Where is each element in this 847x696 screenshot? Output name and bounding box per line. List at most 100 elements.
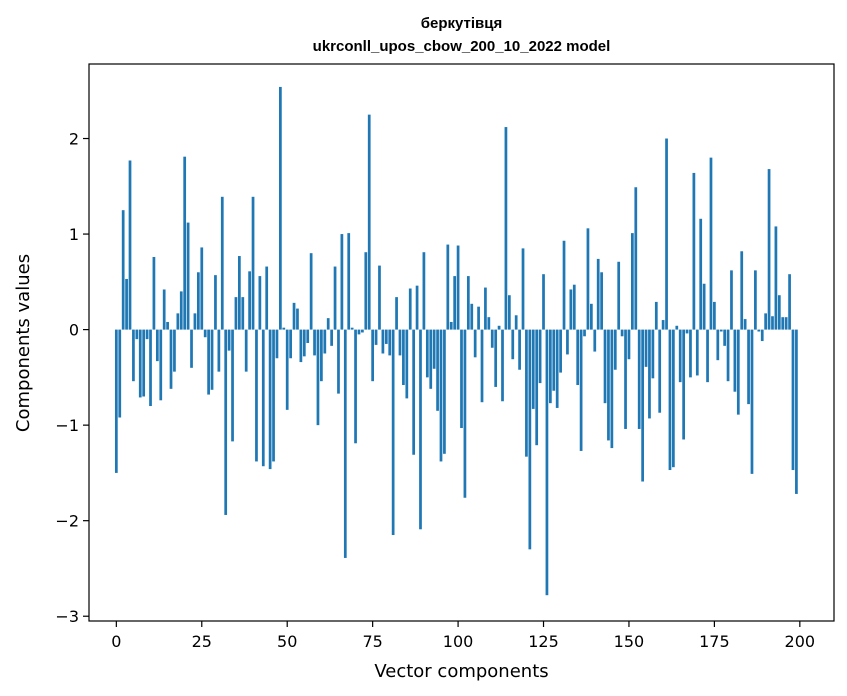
bar <box>511 329 515 360</box>
bar <box>644 329 648 367</box>
bar <box>142 329 146 397</box>
bar <box>477 306 480 330</box>
bar <box>367 114 371 330</box>
bar <box>654 301 658 330</box>
bar <box>323 329 327 354</box>
bar <box>559 329 562 373</box>
bar <box>552 329 556 391</box>
bar <box>289 329 292 359</box>
x-tick-label: 125 <box>528 632 559 651</box>
bar <box>224 329 228 515</box>
chart-title: беркутівця <box>421 15 503 32</box>
bar <box>620 329 624 337</box>
bar <box>196 272 200 330</box>
bar <box>648 329 651 419</box>
bar <box>576 329 580 386</box>
bar <box>685 329 689 334</box>
bar <box>306 329 310 343</box>
y-tick-label: 1 <box>69 225 79 244</box>
bar <box>436 329 439 411</box>
bar <box>754 270 757 330</box>
bar <box>238 256 241 330</box>
bar <box>774 226 778 330</box>
bar <box>374 329 378 345</box>
bar <box>689 329 692 378</box>
bar <box>292 302 296 330</box>
bar <box>695 329 699 376</box>
bar <box>159 329 163 401</box>
bar <box>682 329 685 440</box>
bar <box>279 86 282 330</box>
bar <box>730 270 733 330</box>
x-axis: 0 25 50 75 100 125 150 175 200 <box>111 621 815 651</box>
bar <box>726 329 730 382</box>
bar <box>412 329 416 455</box>
bar <box>169 329 173 389</box>
bar <box>709 157 713 330</box>
bar <box>152 256 156 330</box>
chart-subtitle: ukrconll_upos_cbow_200_10_2022 model <box>313 38 611 55</box>
bar <box>507 295 511 330</box>
bar <box>518 329 521 370</box>
bar <box>466 276 470 330</box>
bar <box>641 329 644 482</box>
bar <box>272 329 275 462</box>
bar <box>661 320 665 330</box>
x-tick-label: 200 <box>785 632 816 651</box>
bar <box>378 265 381 330</box>
bar <box>439 329 443 462</box>
bar <box>121 210 125 330</box>
bar <box>220 196 224 330</box>
bar <box>596 258 600 330</box>
bar <box>384 329 388 344</box>
bar <box>723 329 727 346</box>
bar <box>678 329 682 383</box>
bar <box>583 329 586 337</box>
bar <box>179 291 183 330</box>
bar <box>419 329 422 530</box>
x-tick-label: 100 <box>443 632 474 651</box>
bar <box>490 329 494 348</box>
bar <box>265 266 269 330</box>
bar <box>501 329 504 402</box>
bar <box>699 218 703 330</box>
bar <box>217 329 221 372</box>
bar <box>210 329 214 390</box>
bar <box>795 329 798 494</box>
bar <box>545 329 549 596</box>
bar <box>193 313 197 330</box>
bar <box>651 329 655 379</box>
bar <box>504 127 508 330</box>
bar <box>248 271 251 330</box>
bar <box>443 329 446 454</box>
bar <box>743 319 747 330</box>
bar <box>706 329 709 383</box>
bar <box>190 329 193 368</box>
x-tick-label: 50 <box>277 632 297 651</box>
bar <box>135 329 139 340</box>
bar <box>231 329 234 442</box>
bar <box>364 252 368 330</box>
bar <box>415 285 419 330</box>
bar <box>569 289 573 330</box>
bar <box>316 329 320 426</box>
bar <box>733 329 737 392</box>
bar <box>350 327 354 330</box>
bar <box>634 187 638 330</box>
bar <box>361 329 364 333</box>
bar <box>514 315 518 330</box>
bar <box>132 329 135 382</box>
bar <box>162 289 166 330</box>
bar <box>767 169 771 330</box>
bar <box>617 261 621 330</box>
bar <box>343 329 347 558</box>
bar <box>692 172 696 330</box>
bar <box>607 329 610 441</box>
bar <box>429 329 433 389</box>
x-tick-label: 75 <box>362 632 382 651</box>
bar <box>244 329 248 372</box>
bar <box>381 329 385 354</box>
bar <box>757 329 761 332</box>
y-axis: −3 −2 −1 0 1 2 <box>55 130 89 626</box>
bar <box>627 329 631 360</box>
